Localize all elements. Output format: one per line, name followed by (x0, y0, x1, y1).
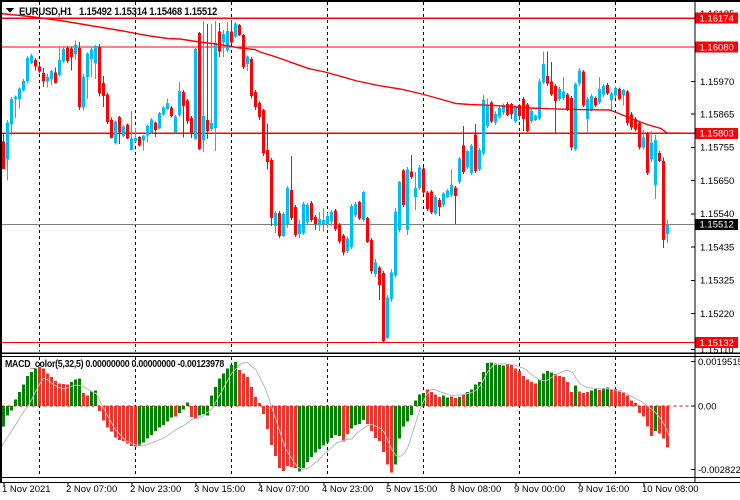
svg-text:4 Nov 07:00: 4 Nov 07:00 (258, 484, 309, 495)
svg-text:1.15435: 1.15435 (700, 242, 734, 253)
svg-text:1.15220: 1.15220 (700, 309, 734, 320)
svg-text:1.15132: 1.15132 (700, 338, 734, 349)
svg-text:1.16174: 1.16174 (700, 14, 734, 25)
svg-text:2 Nov 07:00: 2 Nov 07:00 (66, 484, 117, 495)
svg-text:1.16080: 1.16080 (700, 42, 734, 53)
svg-text:-0.002822: -0.002822 (698, 465, 740, 476)
svg-text:1.15970: 1.15970 (700, 77, 734, 88)
svg-text:10 Nov 08:00: 10 Nov 08:00 (642, 484, 699, 495)
svg-text:1.15755: 1.15755 (700, 143, 734, 154)
svg-text:1.15110: 1.15110 (700, 345, 734, 356)
svg-text:0.00: 0.00 (698, 401, 717, 412)
svg-text:1.15325: 1.15325 (700, 276, 734, 287)
svg-text:9 Nov 00:00: 9 Nov 00:00 (514, 484, 565, 495)
svg-text:MACD_color(5,32,5) 0.00000000: MACD_color(5,32,5) 0.00000000 0.00000000… (5, 358, 224, 370)
svg-text:1 Nov 2021: 1 Nov 2021 (2, 484, 51, 495)
svg-text:2 Nov 23:00: 2 Nov 23:00 (130, 484, 181, 495)
svg-text:EURUSD,H1 1.15492 1.15314 1.: EURUSD,H1 1.15492 1.15314 1.15468 1.1551… (19, 6, 217, 18)
svg-text:0.0019515: 0.0019515 (698, 357, 740, 368)
svg-text:1.15650: 1.15650 (700, 176, 734, 187)
svg-text:1.15803: 1.15803 (700, 129, 734, 140)
svg-text:1.15865: 1.15865 (700, 109, 734, 120)
svg-text:5 Nov 15:00: 5 Nov 15:00 (386, 484, 437, 495)
svg-text:3 Nov 15:00: 3 Nov 15:00 (194, 484, 245, 495)
svg-text:1.15540: 1.15540 (700, 209, 734, 220)
svg-text:8 Nov 08:00: 8 Nov 08:00 (450, 484, 501, 495)
svg-text:4 Nov 23:00: 4 Nov 23:00 (322, 484, 373, 495)
svg-text:9 Nov 16:00: 9 Nov 16:00 (578, 484, 629, 495)
svg-text:1.15512: 1.15512 (700, 220, 734, 231)
